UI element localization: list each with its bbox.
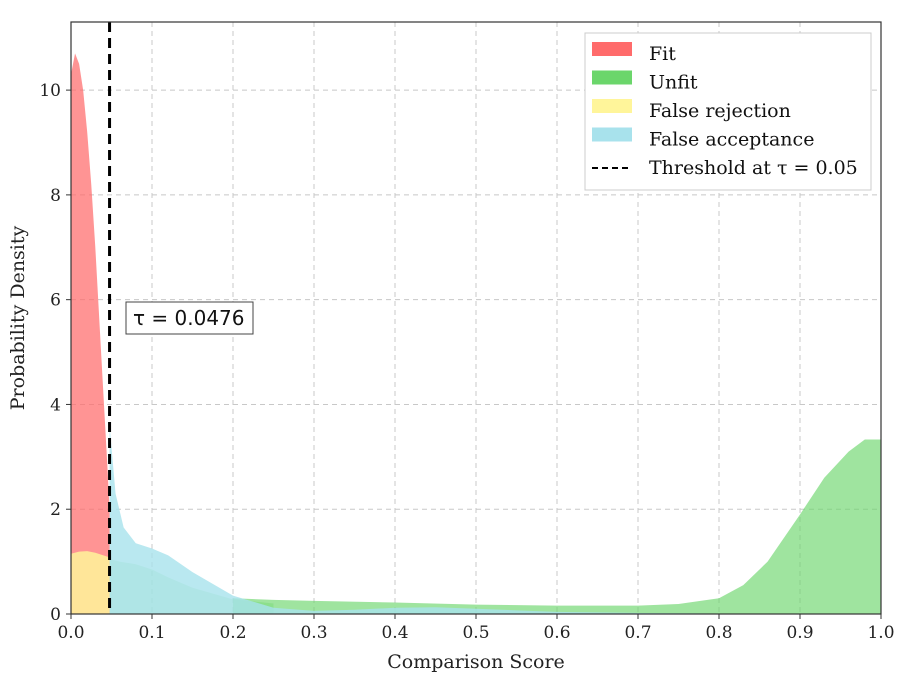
y-tick-label: 0 xyxy=(50,605,61,625)
tau-annotation: τ = 0.0476 xyxy=(125,301,254,335)
legend-label: Fit xyxy=(649,43,676,65)
x-tick-label: 0.9 xyxy=(786,623,813,643)
x-tick-label: 0.8 xyxy=(705,623,732,643)
legend-label: Threshold at τ = 0.05 xyxy=(649,157,858,179)
x-tick-label: 0.0 xyxy=(57,623,84,643)
x-tick-label: 0.7 xyxy=(624,623,651,643)
area-unfit xyxy=(233,439,881,614)
legend-label: False acceptance xyxy=(649,129,814,151)
area-false-acceptance xyxy=(109,425,881,614)
x-tick-label: 0.4 xyxy=(381,623,408,643)
area-false-rejection xyxy=(71,551,110,614)
legend: Fit Unfit False rejection False acceptance T… xyxy=(584,32,872,191)
tau-annotation-text: τ = 0.0476 xyxy=(133,306,245,330)
y-tick-label: 8 xyxy=(50,186,61,206)
x-tick-label: 0.6 xyxy=(543,623,570,643)
grid-layer xyxy=(71,22,881,614)
x-tick-label: 0.2 xyxy=(219,623,246,643)
x-tick-label: 0.1 xyxy=(138,623,165,643)
legend-label: Unfit xyxy=(649,72,698,94)
legend-label: False rejection xyxy=(649,100,791,122)
x-axis-label: Comparison Score xyxy=(387,651,565,673)
y-axis-label: Probability Density xyxy=(7,225,29,410)
y-tick-label: 10 xyxy=(39,81,61,101)
x-tick-label: 0.5 xyxy=(462,623,489,643)
x-tick-label: 1.0 xyxy=(867,623,894,643)
legend-swatch xyxy=(592,99,632,113)
legend-items: Fit Unfit False rejection False acceptance T… xyxy=(592,42,858,179)
area-layer xyxy=(71,53,881,614)
y-tick-label: 2 xyxy=(50,500,61,520)
legend-swatch xyxy=(592,42,632,56)
y-tick-label: 6 xyxy=(50,291,61,311)
tau-annotation-box xyxy=(125,301,254,335)
legend-swatch xyxy=(592,70,632,85)
y-tick-label: 4 xyxy=(50,395,61,415)
area-fit xyxy=(71,53,110,614)
x-tick-label: 0.3 xyxy=(300,623,327,643)
tick-layer: 0.0 0.1 0.2 0.3 0.4 0.5 0.6 0.7 0.8 0.9 1.0 0 2 4 6 8 10 xyxy=(39,81,894,643)
legend-box xyxy=(584,32,872,191)
legend-swatch xyxy=(592,127,632,142)
